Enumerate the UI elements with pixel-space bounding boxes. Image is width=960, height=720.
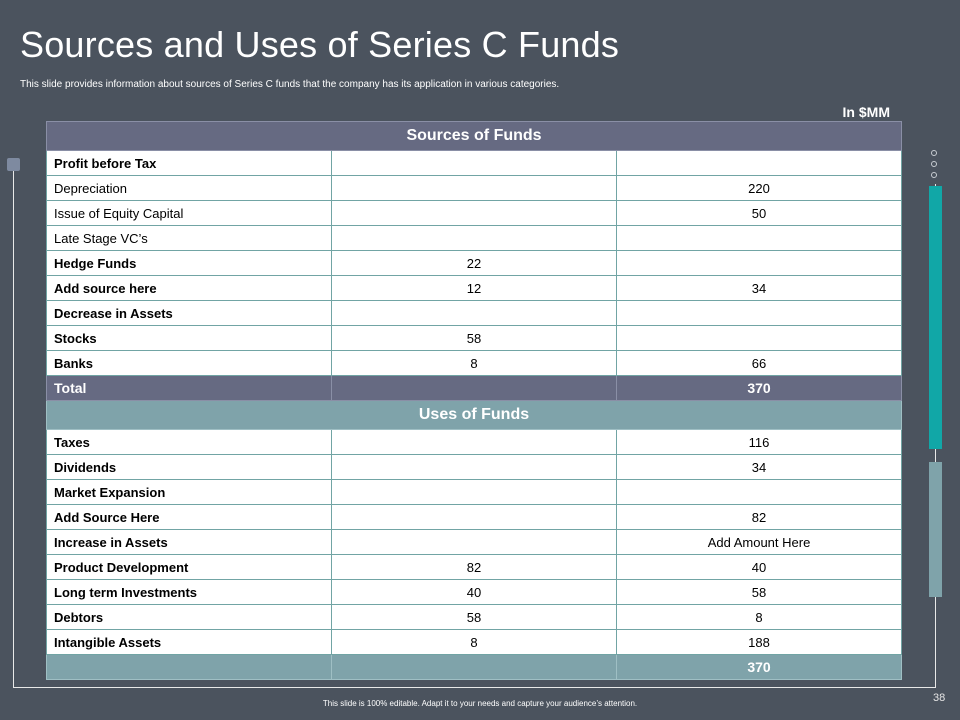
uses-total-b: 370 <box>616 654 902 680</box>
sources-cell-b: 220 <box>616 175 902 201</box>
sources-cell-a: 12 <box>331 275 617 301</box>
uses-total-a <box>331 654 617 680</box>
slide-subtitle: This slide provides information about so… <box>20 79 560 90</box>
uses-cell-a <box>331 504 617 530</box>
sources-cell-b <box>616 150 902 176</box>
uses-total-label <box>46 654 332 680</box>
sources-header: Sources of Funds <box>46 121 902 151</box>
uses-cell-label: Debtors <box>46 604 332 630</box>
sources-row: Late Stage VC’s <box>46 225 902 251</box>
sources-cell-a <box>331 150 617 176</box>
dot-decoration <box>931 172 937 178</box>
uses-cell-b: 82 <box>616 504 902 530</box>
slide-title: Sources and Uses of Series C Funds <box>20 24 620 65</box>
sources-row: Banks 8 66 <box>46 350 902 376</box>
uses-cell-a <box>331 529 617 555</box>
page-number: 38 <box>933 692 946 704</box>
sources-total-label: Total <box>46 375 332 401</box>
sources-row: Add source here 12 34 <box>46 275 902 301</box>
corner-square-decoration <box>7 158 20 171</box>
uses-row: Add Source Here 82 <box>46 504 902 530</box>
sources-cell-label: Stocks <box>46 325 332 351</box>
unit-label: In $MM <box>842 104 890 120</box>
accent-bar-grey <box>929 462 942 597</box>
uses-cell-b: 116 <box>616 429 902 455</box>
frame-line-bottom <box>13 687 935 688</box>
sources-total-b: 370 <box>616 375 902 401</box>
uses-row: Dividends 34 <box>46 454 902 480</box>
uses-cell-b: 8 <box>616 604 902 630</box>
uses-cell-a: 58 <box>331 604 617 630</box>
uses-row: Product Development 82 40 <box>46 554 902 580</box>
sources-cell-b <box>616 325 902 351</box>
sources-cell-label: Issue of Equity Capital <box>46 200 332 226</box>
uses-header: Uses of Funds <box>46 400 902 430</box>
frame-line-left <box>13 170 14 688</box>
uses-cell-label: Taxes <box>46 429 332 455</box>
uses-cell-b: 188 <box>616 629 902 655</box>
uses-row: Taxes 116 <box>46 429 902 455</box>
accent-bar-teal <box>929 186 942 449</box>
sources-cell-b <box>616 300 902 326</box>
uses-cell-a <box>331 479 617 505</box>
sources-cell-b <box>616 250 902 276</box>
uses-cell-label: Dividends <box>46 454 332 480</box>
footer-note: This slide is 100% editable. Adapt it to… <box>322 699 638 708</box>
sources-cell-b: 34 <box>616 275 902 301</box>
uses-cell-label: Intangible Assets <box>46 629 332 655</box>
sources-cell-label: Profit before Tax <box>46 150 332 176</box>
sources-cell-a <box>331 300 617 326</box>
uses-cell-a: 8 <box>331 629 617 655</box>
uses-total-row: 370 <box>46 654 902 680</box>
sources-cell-a: 22 <box>331 250 617 276</box>
sources-row: Issue of Equity Capital 50 <box>46 200 902 226</box>
uses-cell-a: 82 <box>331 554 617 580</box>
uses-cell-label: Add Source Here <box>46 504 332 530</box>
uses-cell-label: Market Expansion <box>46 479 332 505</box>
sources-total-row: Total 370 <box>46 375 902 401</box>
sources-row: Decrease in Assets <box>46 300 902 326</box>
uses-cell-label: Product Development <box>46 554 332 580</box>
sources-cell-label: Add source here <box>46 275 332 301</box>
sources-header-row: Sources of Funds <box>46 121 902 151</box>
uses-cell-b <box>616 479 902 505</box>
uses-row: Market Expansion <box>46 479 902 505</box>
sources-cell-label: Hedge Funds <box>46 250 332 276</box>
sources-cell-a: 58 <box>331 325 617 351</box>
uses-cell-a <box>331 454 617 480</box>
uses-header-row: Uses of Funds <box>46 400 902 430</box>
sources-cell-a <box>331 225 617 251</box>
uses-cell-a <box>331 429 617 455</box>
sources-cell-b <box>616 225 902 251</box>
uses-row: Intangible Assets 8 188 <box>46 629 902 655</box>
uses-cell-label: Increase in Assets <box>46 529 332 555</box>
uses-cell-b: Add Amount Here <box>616 529 902 555</box>
sources-total-a <box>331 375 617 401</box>
sources-cell-b: 66 <box>616 350 902 376</box>
dot-decoration <box>931 161 937 167</box>
uses-cell-b: 40 <box>616 554 902 580</box>
sources-row: Depreciation 220 <box>46 175 902 201</box>
sources-cell-label: Decrease in Assets <box>46 300 332 326</box>
sources-cell-a <box>331 175 617 201</box>
uses-row: Long term Investments 40 58 <box>46 579 902 605</box>
uses-cell-b: 34 <box>616 454 902 480</box>
sources-cell-a <box>331 200 617 226</box>
sources-cell-label: Banks <box>46 350 332 376</box>
uses-row: Debtors 58 8 <box>46 604 902 630</box>
uses-row: Increase in Assets Add Amount Here <box>46 529 902 555</box>
sources-row: Stocks 58 <box>46 325 902 351</box>
sources-cell-b: 50 <box>616 200 902 226</box>
funds-table: Sources of Funds Profit before Tax Deprec… <box>46 121 902 680</box>
dot-decoration <box>931 150 937 156</box>
sources-cell-label: Late Stage VC’s <box>46 225 332 251</box>
uses-cell-b: 58 <box>616 579 902 605</box>
sources-row: Hedge Funds 22 <box>46 250 902 276</box>
uses-cell-label: Long term Investments <box>46 579 332 605</box>
sources-row: Profit before Tax <box>46 150 902 176</box>
sources-cell-label: Depreciation <box>46 175 332 201</box>
uses-cell-a: 40 <box>331 579 617 605</box>
sources-cell-a: 8 <box>331 350 617 376</box>
